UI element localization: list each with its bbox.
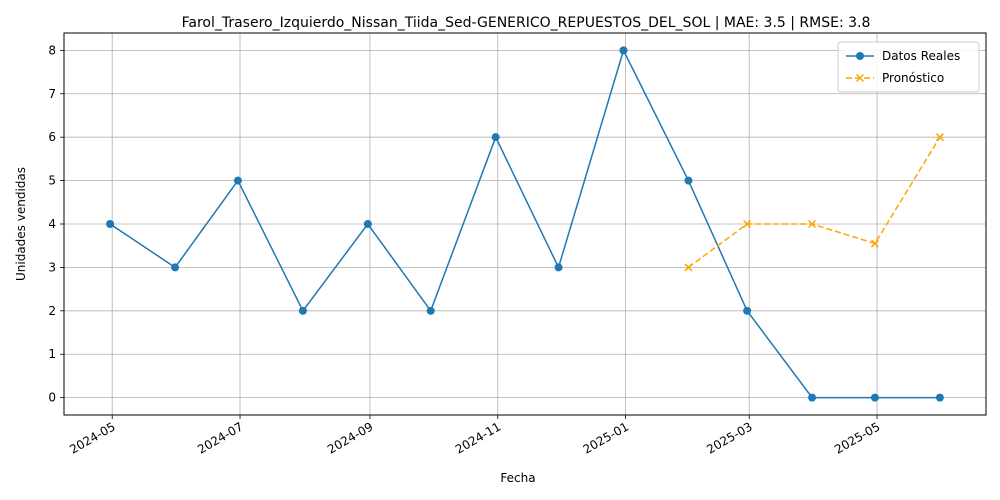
y-axis: 0 1 2 3 4 5 6 7 8 (48, 43, 64, 405)
series-line-1 (687, 136, 941, 269)
x-tick-label: 2025-01 (581, 419, 631, 456)
data-point (619, 46, 628, 55)
data-point (684, 176, 693, 185)
y-tick-label: 0 (48, 391, 56, 405)
legend-marker (856, 52, 864, 60)
y-tick-label: 7 (48, 87, 56, 101)
y-axis-title: Unidades vendidas (14, 167, 28, 281)
data-point (808, 219, 817, 229)
data-point (106, 220, 115, 228)
y-tick-label: 1 (48, 347, 56, 361)
x-tick-label: 2024-05 (67, 419, 117, 456)
series-group (106, 46, 944, 402)
data-point (935, 393, 944, 402)
data-point (426, 306, 435, 315)
y-tick-label: 6 (48, 130, 56, 144)
x-axis: 2024-05 2024-07 2024-09 2024-11 2025-01 2025-… (67, 415, 883, 457)
x-tick-label: 2025-05 (832, 419, 882, 456)
x-axis-title: Fecha (500, 471, 535, 485)
legend-marker (855, 73, 865, 83)
data-point (491, 133, 500, 142)
legend-label: Datos Reales (882, 49, 960, 63)
legend: Datos Reales Pronóstico (837, 41, 980, 93)
data-point (298, 306, 307, 315)
y-tick-label: 4 (48, 217, 56, 231)
data-point (870, 239, 879, 248)
y-tick-label: 5 (48, 174, 56, 188)
x-tick-label: 2024-07 (195, 419, 245, 456)
data-point (743, 219, 752, 229)
data-point (363, 220, 372, 228)
y-tick-label: 3 (48, 260, 56, 274)
data-point (171, 263, 180, 272)
data-point (743, 306, 752, 315)
data-point (554, 263, 563, 272)
y-tick-label: 2 (48, 304, 56, 318)
x-tick-label: 2024-11 (453, 419, 503, 456)
data-point (935, 133, 944, 142)
chart-title: Farol_Trasero_Izquierdo_Nissan_Tiida_Sed… (182, 15, 871, 31)
y-tick-label: 8 (48, 43, 56, 57)
data-point (870, 393, 879, 402)
x-tick-label: 2025-03 (704, 419, 754, 456)
grid (64, 33, 986, 415)
x-tick-label: 2024-09 (325, 419, 375, 456)
data-point (233, 176, 242, 185)
data-point (684, 263, 693, 272)
series-line-0 (109, 48, 940, 399)
data-point (808, 393, 817, 402)
legend-box (837, 41, 980, 93)
legend-label: Pronóstico (882, 71, 944, 85)
